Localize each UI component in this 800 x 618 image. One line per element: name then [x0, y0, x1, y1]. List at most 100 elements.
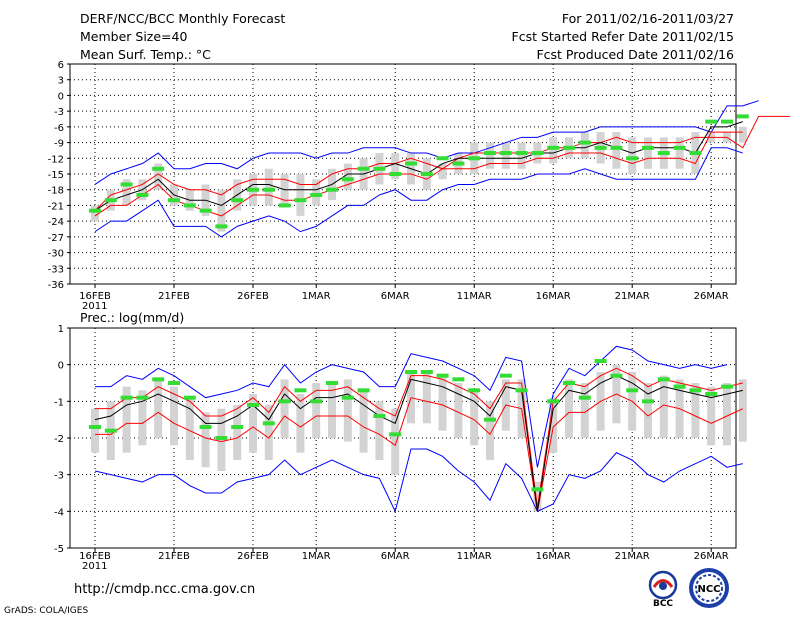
panel-ylabel: Prec.: log(mm/d)	[80, 310, 184, 325]
member-mark	[673, 145, 686, 150]
member-mark	[262, 187, 275, 192]
variable-label: Mean Surf. Temp.: °C	[80, 47, 211, 62]
member-mark	[642, 399, 654, 404]
member-mark	[294, 388, 307, 393]
ensemble-box	[422, 372, 431, 424]
ensemble-box	[201, 412, 210, 468]
ensemble-box	[343, 379, 352, 442]
member-mark	[373, 414, 386, 418]
max-line	[94, 100, 759, 185]
x-tick-label: 16MAR	[536, 291, 571, 302]
ensemble-box	[296, 394, 305, 453]
ensemble-box	[644, 383, 652, 438]
member-mark	[183, 395, 196, 400]
member-mark	[168, 381, 180, 385]
ensemble-box	[138, 390, 147, 446]
x-tick-label: 26FEB	[237, 291, 269, 302]
ensemble-box	[122, 179, 131, 206]
ensemble-box	[154, 163, 163, 190]
ensemble-box	[312, 383, 321, 438]
ensemble-box	[486, 142, 494, 169]
member-mark	[215, 436, 228, 440]
ensemble-box	[517, 142, 526, 169]
member-mark	[231, 425, 244, 429]
member-mark	[294, 198, 307, 203]
member-mark	[389, 172, 402, 176]
y-tick-label: -6	[54, 123, 64, 134]
member-mark	[657, 151, 670, 156]
member-mark	[199, 425, 212, 429]
precipitation-panel: 1 0 -1 -2 -3 -4 -5 16FEB 21FEB 26FEB 1MAR 6MAR 11MAR…	[54, 310, 747, 572]
member-mark	[247, 403, 259, 407]
source-url[interactable]: http://cmdp.ncc.cma.gov.cn	[74, 582, 256, 597]
x-tick-label: 21FEB	[158, 291, 190, 302]
member-mark	[657, 377, 670, 382]
mean-plus-std-line	[95, 367, 743, 508]
member-mark	[152, 377, 165, 382]
member-mark	[531, 151, 544, 156]
ensemble-box	[280, 379, 289, 438]
ensemble-box	[264, 168, 273, 206]
member-mark	[341, 395, 354, 400]
member-mark	[547, 145, 560, 150]
year-label: 2011	[82, 561, 107, 572]
x-tick-label: 21MAR	[615, 551, 650, 562]
y-tick-label: -3	[54, 107, 64, 118]
ensemble-box	[438, 375, 447, 431]
ensemble-box	[264, 405, 273, 460]
ensemble-box	[675, 137, 684, 169]
member-mark	[563, 381, 575, 385]
x-tick-label: 6MAR	[381, 291, 410, 302]
ensemble-box	[296, 174, 305, 216]
member-mark	[120, 182, 133, 187]
y-tick-label: -27	[48, 233, 64, 244]
y-tick-label: -12	[48, 154, 64, 165]
x-tick-label: 16FEB	[79, 551, 111, 562]
ensemble-box	[612, 132, 621, 169]
member-mark	[120, 395, 133, 400]
ncc-logo-text: NCC	[697, 584, 720, 595]
x-tick-label: 16FEB	[79, 291, 111, 302]
member-mark	[215, 224, 228, 229]
ensemble-box	[233, 405, 242, 460]
y-tick-label: -5	[54, 544, 64, 555]
y-tick-label: -3	[54, 471, 64, 482]
member-mark	[484, 417, 496, 422]
member-mark	[594, 359, 607, 363]
x-tick-label: 1MAR	[302, 291, 331, 302]
temperature-panel: 6 3 0 -3 -6 -9 -12 -15 -18 -21 -24 -27 -30 -33 -36 16FE…	[48, 60, 791, 312]
member-size-label: Member Size=40	[80, 29, 188, 44]
y-tick-label: -21	[48, 201, 64, 212]
member-mark	[420, 370, 433, 374]
forecast-period-label: For 2011/02/16-2011/03/27	[561, 11, 734, 26]
member-mark	[452, 377, 465, 382]
ensemble-box	[359, 390, 368, 453]
ensemble-box	[454, 383, 463, 438]
member-mark	[721, 384, 733, 389]
ensemble-box	[738, 379, 747, 442]
ensemble-box	[565, 379, 573, 438]
ensemble-box	[91, 205, 99, 222]
ensemble-box	[486, 401, 494, 460]
y-tick-label: -2	[54, 434, 64, 445]
member-mark	[563, 145, 575, 150]
y-tick-label: -1	[54, 397, 64, 408]
y-tick-label: -18	[48, 186, 64, 197]
member-mark	[420, 172, 433, 176]
member-mark	[310, 192, 323, 197]
min-line	[94, 147, 743, 238]
member-mark	[136, 192, 149, 197]
bcc-logo: BCC	[643, 568, 683, 612]
y-tick-label: -33	[48, 264, 64, 275]
ensemble-box	[644, 137, 652, 169]
member-mark	[673, 384, 686, 389]
ensemble-box	[501, 142, 510, 169]
ensemble-box	[185, 397, 194, 460]
member-mark	[484, 151, 496, 156]
ensemble-box	[343, 163, 352, 190]
member-mark	[247, 187, 259, 192]
y-tick-label: 6	[58, 60, 64, 71]
ensemble-box	[659, 375, 668, 438]
member-mark	[262, 421, 275, 426]
